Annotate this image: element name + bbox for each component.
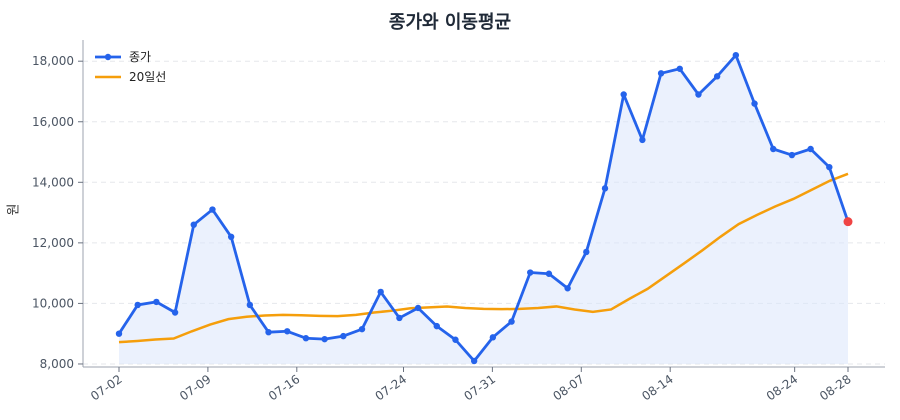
y-tick-label: 18,000 bbox=[32, 54, 74, 68]
chart-title: 종가와 이동평균 bbox=[388, 12, 512, 33]
x-tick-label: 07-31 bbox=[462, 372, 499, 403]
close-point bbox=[377, 288, 384, 296]
close-point bbox=[527, 269, 534, 276]
y-tick-label: 14,000 bbox=[32, 175, 74, 189]
close-point bbox=[209, 206, 216, 213]
close-point bbox=[396, 314, 403, 322]
x-tick-label: 08-14 bbox=[639, 372, 676, 403]
x-tick-label: 08-07 bbox=[550, 372, 587, 403]
close-point bbox=[171, 309, 179, 316]
close-point bbox=[284, 328, 291, 335]
last-close-point bbox=[843, 217, 853, 227]
close-point bbox=[545, 270, 553, 277]
close-point bbox=[807, 145, 814, 153]
close-point bbox=[751, 100, 758, 107]
close-point bbox=[470, 357, 478, 365]
close-point bbox=[358, 325, 366, 333]
close-point bbox=[564, 285, 571, 292]
series-line-ma20 bbox=[118, 172, 849, 344]
close-point bbox=[433, 322, 440, 330]
x-tick-label: 07-09 bbox=[177, 372, 214, 403]
x-tick-label: 07-24 bbox=[373, 372, 410, 403]
area-layer bbox=[119, 55, 848, 364]
close-point bbox=[340, 332, 347, 340]
legend-label-ma20: 20일선 bbox=[129, 70, 166, 84]
y-tick-label: 10,000 bbox=[32, 296, 74, 310]
y-tick-label: 12,000 bbox=[32, 236, 74, 250]
close-point bbox=[134, 301, 141, 309]
legend: 종가 20일선 bbox=[95, 50, 166, 84]
y-tick-label: 8,000 bbox=[40, 357, 74, 371]
close-point bbox=[115, 330, 123, 337]
close-point bbox=[695, 91, 702, 98]
close-point bbox=[489, 334, 497, 341]
close-point bbox=[676, 65, 683, 72]
close-point bbox=[302, 335, 310, 342]
close-point bbox=[414, 304, 422, 312]
series-line-close bbox=[117, 53, 850, 363]
close-point bbox=[601, 185, 609, 192]
close-point bbox=[246, 301, 254, 309]
close-point bbox=[508, 318, 515, 325]
close-point bbox=[788, 151, 796, 159]
legend-marker-close bbox=[104, 53, 112, 61]
close-point bbox=[826, 163, 833, 171]
close-point bbox=[620, 91, 627, 98]
close-point bbox=[321, 335, 328, 343]
close-point bbox=[657, 70, 665, 77]
y-tick-label: 16,000 bbox=[32, 115, 74, 129]
close-point bbox=[227, 233, 235, 241]
close-point bbox=[639, 136, 646, 144]
close-point bbox=[732, 51, 740, 59]
close-point bbox=[583, 248, 590, 256]
x-tick-label: 07-16 bbox=[266, 372, 303, 403]
close-area-fill bbox=[119, 55, 848, 364]
close-point bbox=[265, 328, 272, 336]
series-layer bbox=[115, 51, 853, 365]
x-tick-label: 08-24 bbox=[764, 372, 801, 403]
x-tick-label: 08-28 bbox=[817, 372, 854, 403]
close-point bbox=[770, 145, 777, 153]
close-point bbox=[190, 221, 197, 228]
close-point bbox=[452, 336, 459, 343]
close-point bbox=[153, 298, 160, 306]
legend-label-close: 종가 bbox=[129, 50, 151, 64]
x-tick-label: 07-02 bbox=[88, 372, 125, 403]
close-point bbox=[713, 73, 721, 80]
